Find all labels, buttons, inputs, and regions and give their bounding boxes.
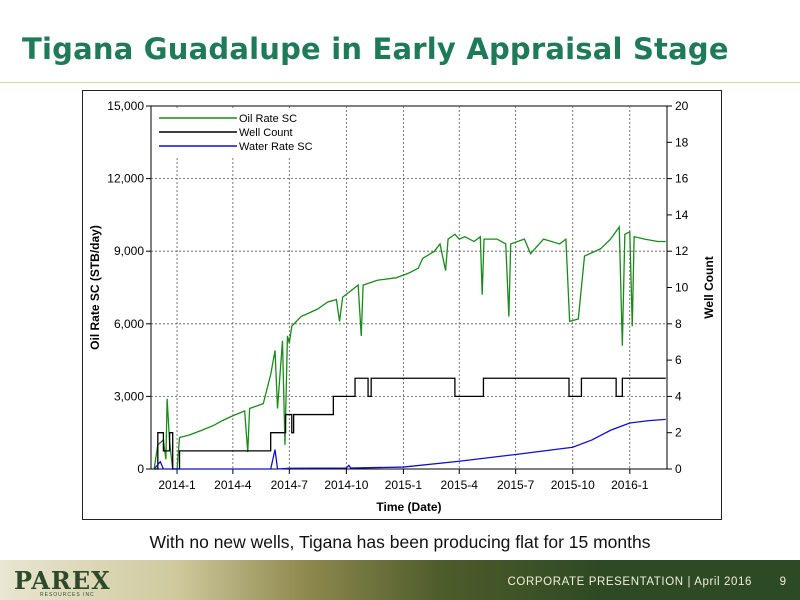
page-number: 9: [779, 576, 786, 588]
parex-logo-subtitle: RESOURCES INC: [40, 592, 95, 598]
y-left-tick-label: 3,000: [114, 389, 144, 403]
x-tick-label: 2016-1: [611, 478, 649, 492]
x-axis-title: Time (Date): [376, 500, 441, 514]
legend-label: Water Rate SC: [239, 141, 313, 153]
y-right-axis-title: Well Count: [702, 256, 716, 318]
y-right-tick-label: 6: [675, 353, 682, 367]
y-right-tick-label: 12: [675, 244, 689, 258]
y-right-tick-label: 16: [675, 172, 689, 186]
y-right-tick-label: 18: [675, 135, 689, 149]
x-tick-label: 2014-4: [214, 478, 252, 492]
legend-label: Oil Rate SC: [239, 113, 297, 125]
y-left-tick-label: 6,000: [114, 317, 144, 331]
legend-box: [157, 108, 327, 158]
y-right-tick-label: 8: [675, 317, 682, 331]
x-tick-label: 2015-1: [385, 478, 423, 492]
y-left-axis-title: Oil Rate SC (STB/day): [88, 225, 102, 350]
x-tick-label: 2015-10: [551, 478, 595, 492]
y-right-tick-label: 4: [675, 389, 682, 403]
x-tick-label: 2015-7: [497, 478, 535, 492]
water-rate-sc-line: [153, 418, 666, 470]
production-chart: 0 3,000 6,000 9,000 12,000 15,000 0 2 4 6 8 10 12 14 1…: [82, 90, 722, 520]
y-left-tick-label: 12,000: [107, 172, 144, 186]
parex-logo: PAREX: [14, 566, 111, 595]
slide-title: Tigana Guadalupe in Early Appraisal Stag…: [22, 32, 729, 66]
x-tick-label: 2014-10: [324, 478, 368, 492]
x-tick-label: 2015-4: [441, 478, 479, 492]
footer-bar: [0, 560, 800, 600]
legend-label: Well Count: [239, 127, 293, 139]
y-right-tick-label: 10: [675, 281, 689, 295]
y-right-tick-label: 14: [675, 208, 689, 222]
y-right-tick-label: 20: [675, 99, 689, 113]
y-left-tick-label: 0: [137, 462, 144, 476]
y-right-tick-label: 0: [675, 462, 682, 476]
x-tick-label: 2014-7: [271, 478, 309, 492]
x-tick-label: 2014-1: [158, 478, 196, 492]
y-right-tick-label: 2: [675, 426, 682, 440]
slide-caption: With no new wells, Tigana has been produ…: [149, 532, 651, 552]
chart-svg: 0 3,000 6,000 9,000 12,000 15,000 0 2 4 6 8 10 12 14 1…: [88, 99, 716, 514]
footer-label: CORPORATE PRESENTATION | April 2016: [507, 576, 752, 588]
well-count-line: [154, 377, 666, 470]
title-divider: [0, 82, 800, 83]
plot-frame: [150, 105, 668, 470]
y-left-tick-label: 9,000: [114, 244, 144, 258]
y-left-tick-label: 15,000: [107, 99, 144, 113]
oil-rate-sc-line: [153, 225, 666, 470]
